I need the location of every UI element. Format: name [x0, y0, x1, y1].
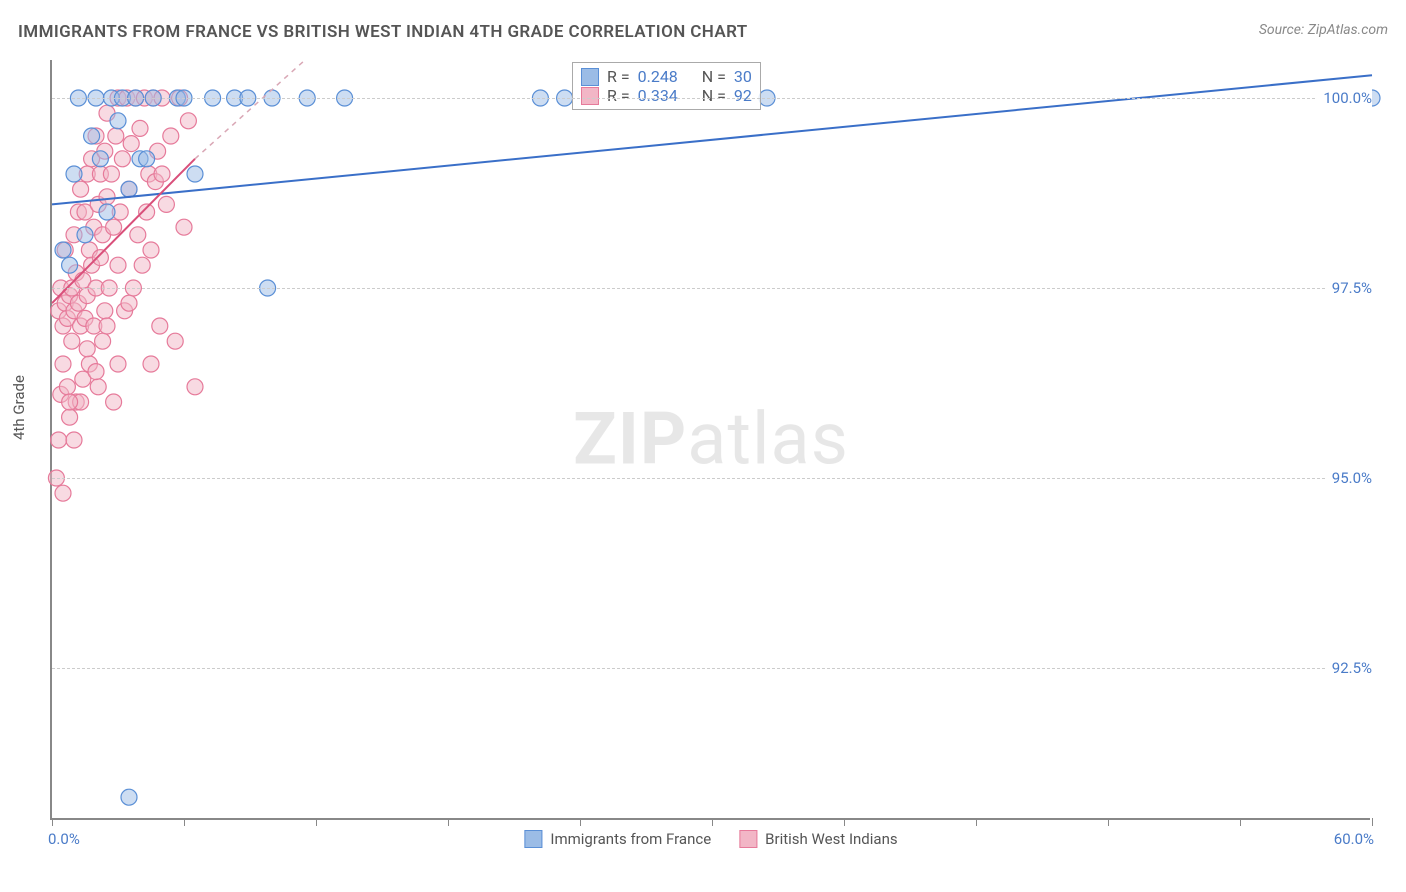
ytick-label: 97.5% — [1326, 279, 1372, 297]
xtick — [448, 818, 449, 826]
stats-swatch — [581, 87, 599, 105]
xtick — [712, 818, 713, 826]
y-axis-label: 4th Grade — [10, 375, 28, 440]
bottom-legend: Immigrants from France British West India… — [524, 830, 897, 848]
ytick-label: 92.5% — [1326, 659, 1372, 677]
xtick — [316, 818, 317, 826]
xtick — [1108, 818, 1109, 826]
chart-title: IMMIGRANTS FROM FRANCE VS BRITISH WEST I… — [18, 22, 748, 42]
xtick — [1372, 818, 1373, 826]
xtick — [184, 818, 185, 826]
x-min-label: 0.0% — [48, 830, 80, 848]
legend-label: Immigrants from France — [550, 830, 711, 848]
gridline — [52, 288, 1370, 289]
plot-area: ZIPatlas 0.0% 60.0% Immigrants from Fran… — [50, 60, 1370, 820]
xtick — [844, 818, 845, 826]
stats-n-value: 30 — [734, 67, 752, 86]
stats-box: R = 0.248 N = 30 R = 0.334 N = 92 — [572, 62, 761, 110]
stats-swatch — [581, 68, 599, 86]
ytick-label: 100.0% — [1317, 89, 1372, 107]
gridline — [52, 478, 1370, 479]
legend-item: Immigrants from France — [524, 830, 711, 848]
legend-swatch — [524, 830, 542, 848]
legend-swatch — [739, 830, 757, 848]
stats-r-label: R = — [607, 86, 630, 105]
stats-row: R = 0.334 N = 92 — [581, 86, 752, 105]
legend-item: British West Indians — [739, 830, 897, 848]
stats-n-label: N = — [702, 86, 726, 105]
ytick-label: 95.0% — [1326, 469, 1372, 487]
stats-r-value: 0.248 — [638, 67, 678, 86]
legend-label: British West Indians — [765, 830, 897, 848]
xtick — [1240, 818, 1241, 826]
gridline — [52, 98, 1370, 99]
xtick — [52, 818, 53, 826]
stats-row: R = 0.248 N = 30 — [581, 67, 752, 86]
source-label: Source: ZipAtlas.com — [1259, 22, 1388, 38]
xtick — [580, 818, 581, 826]
plot-svg — [52, 60, 1370, 818]
stats-r-value: 0.334 — [638, 86, 678, 105]
x-max-label: 60.0% — [1334, 830, 1374, 848]
xtick — [976, 818, 977, 826]
stats-r-label: R = — [607, 67, 630, 86]
stats-n-label: N = — [702, 67, 726, 86]
stats-n-value: 92 — [734, 86, 752, 105]
gridline — [52, 668, 1370, 669]
correlation-chart: IMMIGRANTS FROM FRANCE VS BRITISH WEST I… — [0, 0, 1406, 892]
